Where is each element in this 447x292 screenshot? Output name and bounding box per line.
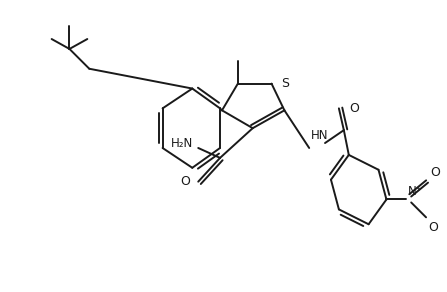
Text: O: O	[349, 102, 358, 115]
Text: H₂N: H₂N	[171, 137, 193, 150]
Text: O: O	[181, 175, 190, 188]
Text: N⁺: N⁺	[408, 185, 423, 197]
Text: O: O	[430, 166, 440, 179]
Text: O: O	[428, 221, 438, 234]
Text: S: S	[282, 77, 290, 90]
Text: HN: HN	[311, 129, 329, 142]
